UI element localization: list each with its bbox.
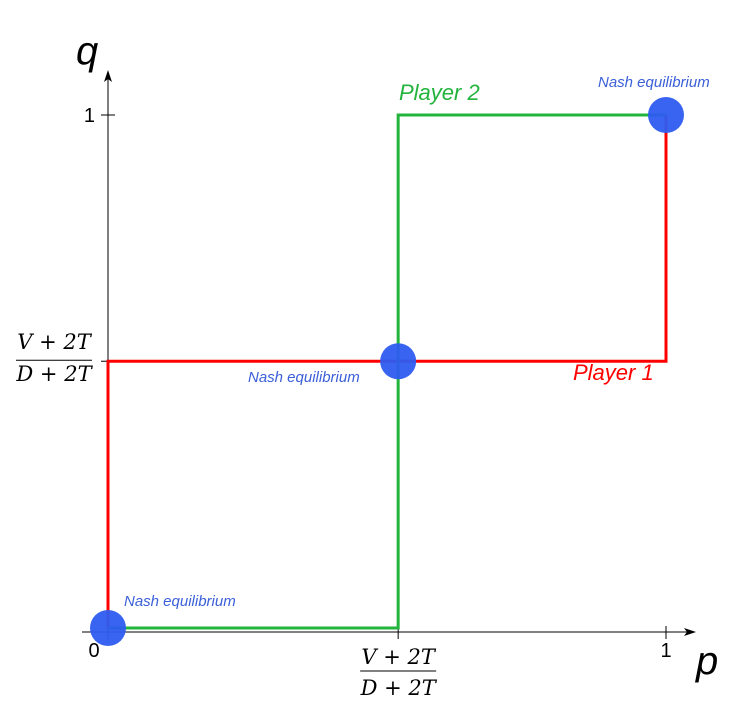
y-axis-label: q [76,29,98,73]
y-threshold-numerator: V + 2T [17,330,92,354]
series-label-player-1: Player 1 [573,360,654,385]
nash-equilibrium-point-1 [380,343,417,380]
y-tick-label-0: 1 [84,105,95,127]
nash-label-origin: Nash equilibrium [124,593,236,610]
x-tick-label-1: 1 [660,640,671,662]
x-tick-label-0: 0 [88,640,99,662]
equilibria-group [90,97,684,646]
x-threshold-numerator: V + 2T [361,645,436,669]
x-axis-label: p [695,639,718,683]
x-threshold-label: V + 2T D + 2T [360,645,438,700]
y-threshold-denominator: D + 2T [15,362,93,386]
nash-label-top: Nash equilibrium [598,74,710,91]
x-threshold-denominator: D + 2T [360,676,438,700]
nash-equilibrium-point-2 [648,97,684,133]
series-label-player-2: Player 2 [399,80,480,105]
nash-label-middle: Nash equilibrium [248,369,360,386]
y-threshold-label: V + 2T D + 2T [15,330,93,386]
nash-equilibrium-point-0 [90,610,126,646]
